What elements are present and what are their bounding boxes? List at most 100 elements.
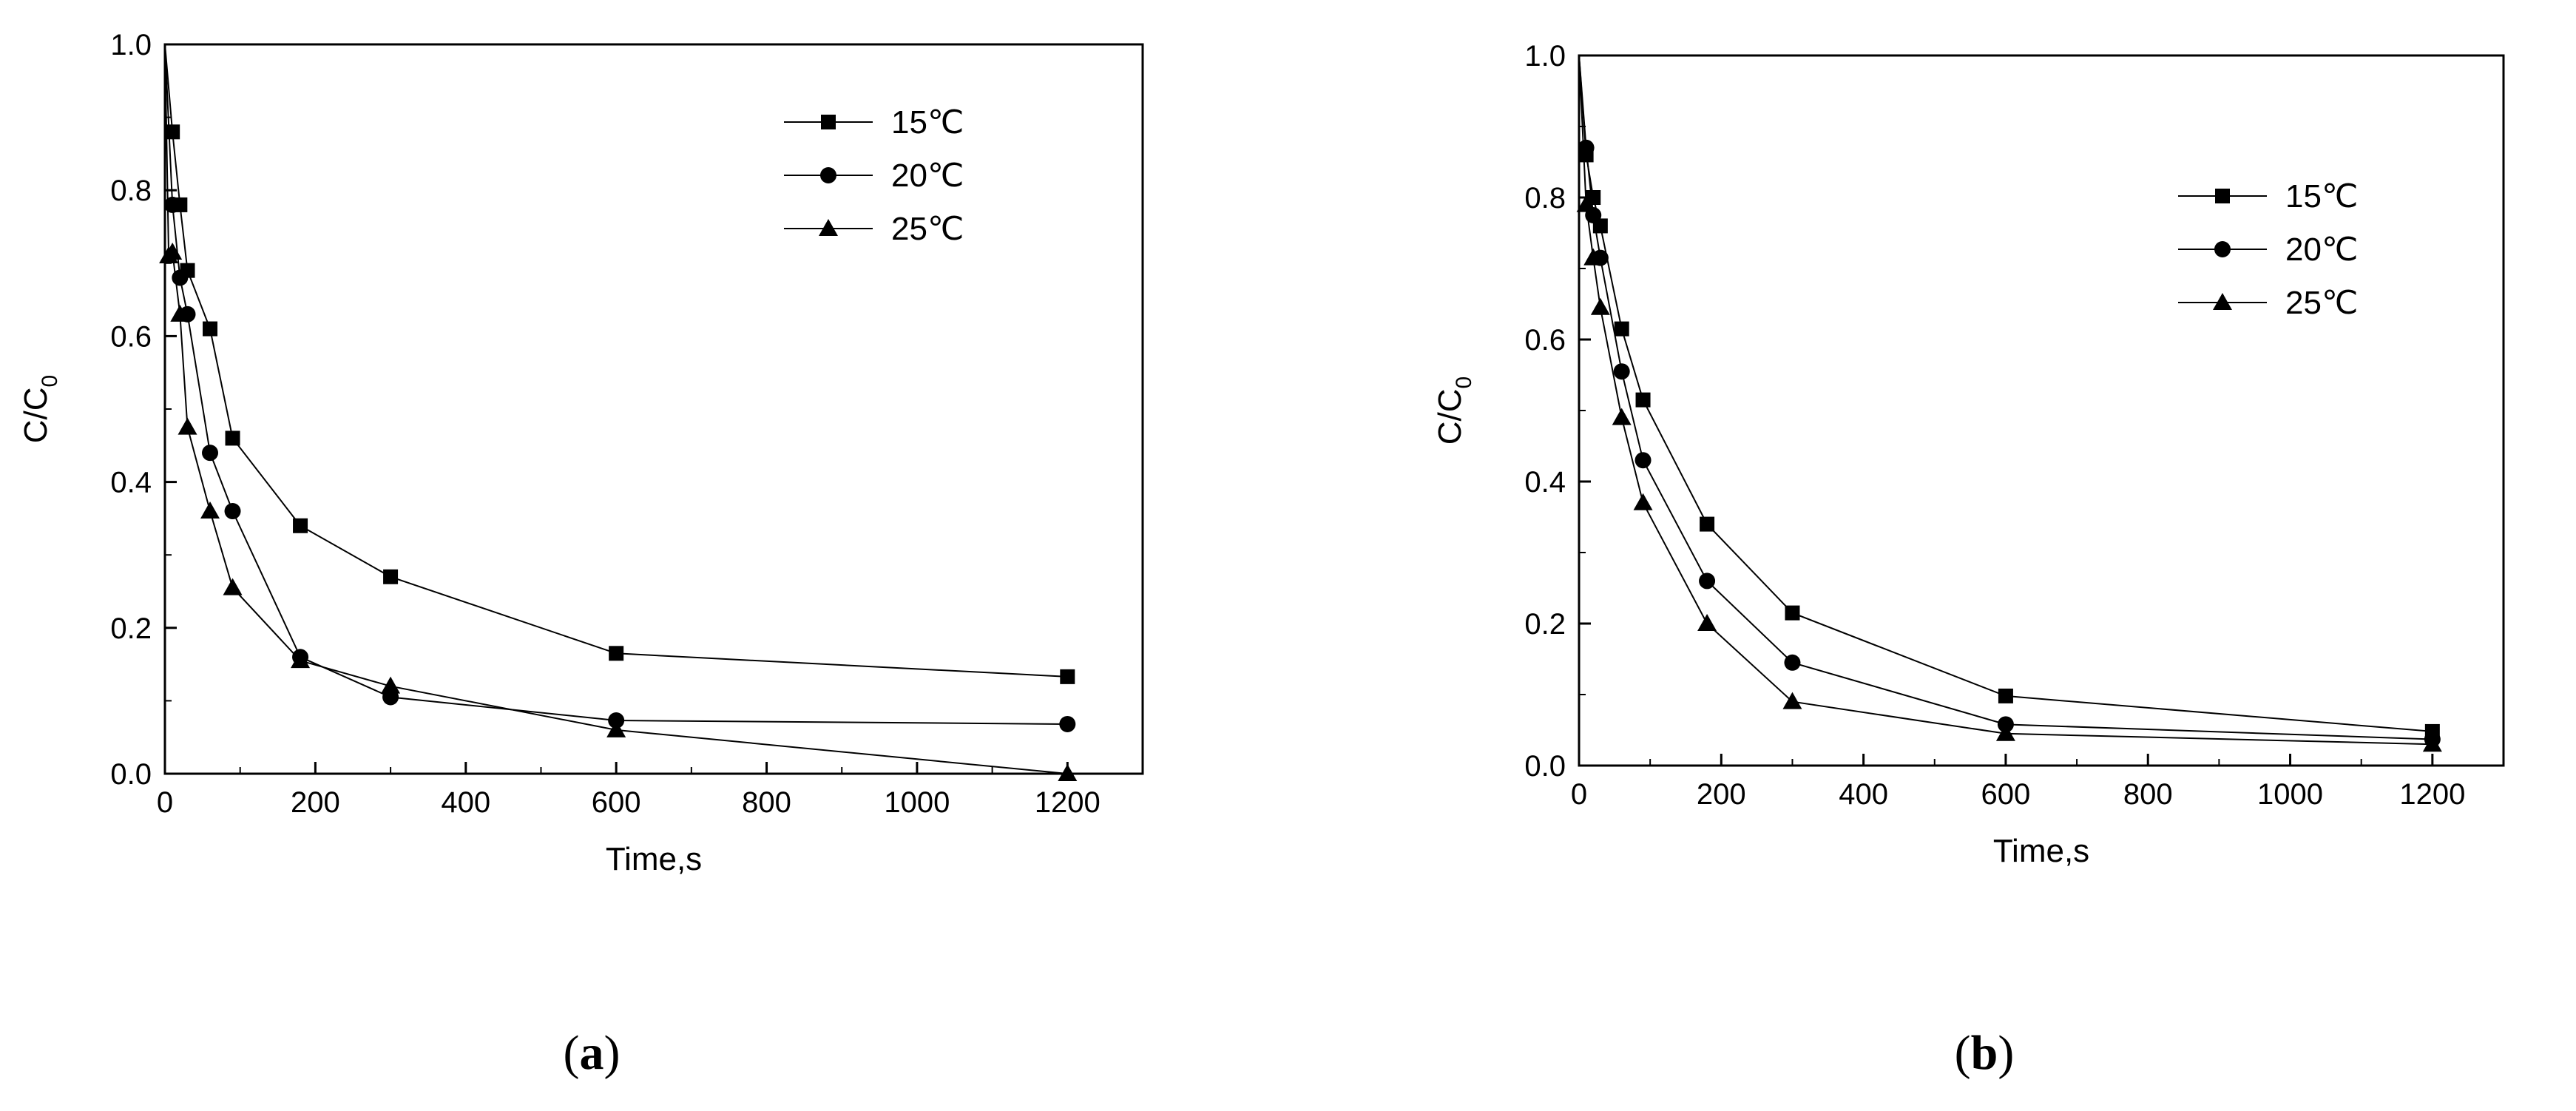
y-tick-label: 1.0 (110, 29, 152, 61)
legend-marker-square (2215, 189, 2230, 203)
data-point-square (225, 430, 240, 446)
series-line (164, 44, 1068, 678)
data-point-square (203, 321, 218, 337)
x-tick-label: 800 (2123, 778, 2173, 811)
data-point-triangle (1782, 692, 1802, 709)
series-1 (164, 44, 1076, 732)
data-point-triangle (1612, 408, 1632, 425)
data-point-triangle (1058, 764, 1078, 781)
data-point-circle (164, 196, 181, 213)
data-point-circle (1578, 139, 1595, 156)
data-point-circle (1613, 363, 1630, 380)
data-point-triangle (1583, 248, 1603, 266)
data-point-circle (1784, 654, 1801, 671)
legend-entry: 20℃ (784, 158, 964, 194)
data-point-square (383, 569, 399, 584)
data-point-triangle (178, 417, 197, 435)
legend-entry: 25℃ (784, 211, 964, 247)
data-point-circle (224, 503, 241, 520)
x-tick-label: 200 (291, 786, 340, 819)
y-tick-label: 1.0 (1524, 40, 1566, 72)
data-point-square (1700, 516, 1715, 532)
x-tick-label: 1000 (884, 786, 950, 819)
x-axis-title: Time,s (1993, 833, 2089, 869)
legend-marker-circle (820, 167, 836, 183)
panel-caption: (b) (1955, 1026, 2015, 1080)
data-point-square (1998, 688, 2013, 703)
x-tick-label: 0 (1571, 778, 1587, 811)
data-point-triangle (1590, 297, 1610, 315)
x-tick-label: 600 (592, 786, 641, 819)
legend-label: 20℃ (891, 158, 964, 194)
data-point-triangle (170, 304, 190, 322)
x-tick-label: 400 (441, 786, 490, 819)
data-point-triangle (223, 578, 243, 595)
y-tick-label: 0.6 (1524, 324, 1566, 357)
x-tick-label: 800 (742, 786, 791, 819)
y-axis-title: C/C0 (1432, 376, 1476, 445)
legend-marker-square (821, 115, 836, 129)
data-point-triangle (2422, 735, 2442, 752)
x-tick-label: 1000 (2257, 778, 2323, 811)
series-1 (1578, 55, 2441, 748)
y-tick-label: 0.8 (1524, 182, 1566, 215)
panel-caption: (a) (564, 1026, 621, 1080)
x-tick-label: 400 (1839, 778, 1888, 811)
y-axis-title-subscript: 0 (38, 375, 62, 388)
x-tick-label: 600 (1981, 778, 2031, 811)
series-0 (1578, 55, 2440, 739)
series-line (1578, 55, 2433, 746)
data-point-circle (1634, 452, 1652, 469)
y-tick-label: 0.6 (110, 320, 152, 353)
data-point-triangle (163, 243, 183, 260)
data-point-triangle (606, 720, 626, 737)
data-point-triangle (381, 676, 401, 694)
legend-label: 25℃ (2285, 285, 2358, 321)
legend-label: 25℃ (891, 211, 964, 247)
legend-marker-circle (2214, 241, 2231, 257)
plot-frame (1578, 54, 2505, 767)
chart-panel-a: 0 200 400 600 800 1000 1200 0.0 0.2 0.4 0.6 0.8 1.0 T… (18, 29, 1144, 1080)
x-axis-title: Time,s (606, 841, 702, 877)
series-line (164, 44, 1068, 725)
data-point-circle (1059, 715, 1076, 732)
data-point-square (1785, 605, 1800, 621)
x-tick-label: 1200 (1035, 786, 1101, 819)
y-tick-label: 0.2 (1524, 608, 1566, 641)
series-line (1578, 55, 2433, 740)
series-2 (1576, 55, 2442, 752)
legend-label: 20℃ (2285, 232, 2358, 268)
data-point-square (293, 518, 308, 533)
data-point-triangle (1697, 614, 1717, 631)
legend-marker-triangle (819, 219, 838, 236)
legend-entry: 15℃ (784, 104, 964, 141)
data-point-triangle (1995, 723, 2015, 741)
data-point-triangle (1633, 493, 1653, 510)
y-tick-label: 0.4 (1524, 466, 1566, 499)
x-tick-label: 200 (1697, 778, 1746, 811)
legend-marker-triangle (2213, 293, 2232, 310)
data-point-circle (1699, 573, 1716, 590)
data-point-square (1614, 321, 1629, 337)
legend-entry: 25℃ (2178, 285, 2358, 321)
data-point-square (1060, 669, 1075, 684)
data-point-square (1635, 392, 1651, 408)
y-tick-label: 0.0 (110, 758, 152, 791)
data-point-triangle (291, 651, 311, 669)
chart-panel-b: 0 200 400 600 800 1000 1200 0.0 0.2 0.4 0.6 0.8 1.0 T… (1432, 40, 2505, 1080)
data-point-circle (202, 445, 219, 462)
data-point-square (609, 646, 624, 661)
legend-entry: 20℃ (2178, 232, 2358, 268)
series-2 (159, 44, 1078, 781)
y-tick-label: 0.8 (110, 175, 152, 207)
y-axis-title: C/C0 (18, 375, 62, 443)
y-tick-label: 0.0 (1524, 750, 1566, 783)
y-tick-label: 0.2 (110, 612, 152, 645)
legend-entry: 15℃ (2178, 178, 2358, 215)
series-0 (164, 44, 1075, 684)
y-tick-label: 0.4 (110, 467, 152, 499)
x-tick-label: 0 (157, 786, 173, 819)
data-point-triangle (1576, 195, 1596, 212)
data-point-triangle (200, 502, 220, 519)
